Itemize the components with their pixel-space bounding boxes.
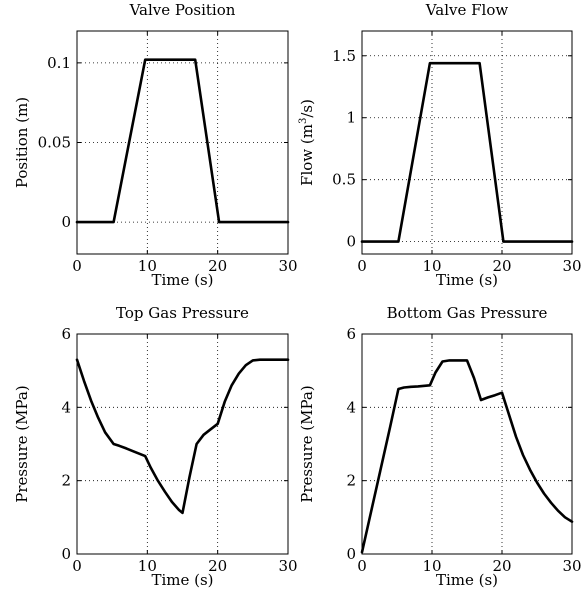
valve-position-x-tick-label: 10 (138, 257, 157, 275)
top-gas-pressure-x-tick-label: 30 (278, 557, 297, 575)
valve-position-y-tick-label: 0.1 (47, 54, 71, 72)
valve-flow-series-line (360, 61, 574, 243)
bottom-gas-pressure-x-tick-label: 0 (357, 557, 367, 575)
bottom-gas-pressure-y-tick-label: 0 (346, 545, 356, 563)
valve-flow-y-tick-label: 0 (346, 233, 356, 251)
bottom-gas-pressure-x-tick-label: 10 (422, 557, 441, 575)
bottom-gas-pressure-y-tick-label: 2 (346, 472, 356, 490)
valve-position-x-axis-label: Time (s) (151, 271, 213, 289)
valve-flow-x-tick-label: 10 (422, 257, 441, 275)
valve-flow-x-tick-label: 30 (562, 257, 581, 275)
bottom-gas-pressure-x-tick-label: 20 (492, 557, 511, 575)
valve-position-y-axis-label: Position (m) (13, 97, 31, 188)
valve-position-chart: 0 10 20 30 0 0.05 0.1 Valve Position Time (s) Pos… (13, 1, 298, 289)
valve-flow-x-tick-label: 20 (492, 257, 511, 275)
top-gas-pressure-y-tick-label: 0 (61, 545, 71, 563)
bottom-gas-pressure-title: Bottom Gas Pressure (387, 304, 548, 322)
valve-flow-y-axis-label: Flow (m3/s) (298, 99, 316, 186)
bottom-gas-pressure-axes-box (361, 333, 573, 555)
top-gas-pressure-title: Top Gas Pressure (116, 304, 249, 322)
bottom-gas-pressure-y-axis-label-main: Pressure (MPa) (298, 385, 316, 502)
valve-flow-title: Valve Flow (425, 1, 509, 19)
valve-position-axes-box (76, 30, 289, 255)
bottom-gas-pressure-x-tick-label: 30 (562, 557, 581, 575)
top-gas-pressure-y-tick-label: 4 (61, 398, 71, 416)
top-gas-pressure-x-tick-label: 0 (72, 557, 82, 575)
top-gas-pressure-x-tick-label: 20 (208, 557, 227, 575)
valve-position-x-tick-label: 30 (278, 257, 297, 275)
top-gas-pressure-y-axis-label: Pressure (MPa) (13, 385, 31, 502)
valve-position-y-tick-label: 0 (61, 213, 71, 231)
valve-position-series-line (75, 58, 290, 224)
valve-flow-y-axis-label-suffix: /s) (298, 99, 316, 118)
valve-flow-y-axis-label-main: Flow (m (298, 124, 316, 186)
bottom-gas-pressure-y-tick-label: 6 (346, 325, 356, 343)
top-gas-pressure-y-tick-label: 2 (61, 472, 71, 490)
top-gas-pressure-y-tick-label: 6 (61, 325, 71, 343)
top-gas-pressure-axes-box (76, 333, 289, 555)
bottom-gas-pressure-chart: 0 10 20 30 0 2 4 6 Bottom Gas Pressure Time (s) Pr… (298, 304, 582, 589)
bottom-gas-pressure-y-axis-label: Pressure (MPa) (298, 385, 316, 502)
bottom-gas-pressure-x-axis-label: Time (s) (436, 571, 498, 589)
valve-flow-chart: 0 10 20 30 0 0.5 1 1.5 Valve Flow Time (s) Flow (m… (298, 1, 582, 289)
top-gas-pressure-y-axis-label-main: Pressure (MPa) (13, 385, 31, 502)
bottom-gas-pressure-y-tick-label: 4 (346, 398, 356, 416)
valve-flow-y-axis-label-superscript: 3 (298, 118, 309, 124)
top-gas-pressure-chart: 0 10 20 30 0 2 4 6 Top Gas Pressure Time (s) Press… (13, 304, 298, 589)
valve-flow-y-tick-label: 1 (346, 109, 356, 127)
valve-position-x-tick-label: 20 (208, 257, 227, 275)
valve-position-title: Valve Position (129, 1, 236, 19)
valve-position-y-tick-label: 0.05 (38, 134, 71, 152)
valve-position-x-tick-label: 0 (72, 257, 82, 275)
valve-flow-y-tick-label: 0.5 (332, 171, 356, 189)
bottom-gas-pressure-series-line (360, 359, 574, 554)
top-gas-pressure-x-axis-label: Time (s) (151, 571, 213, 589)
top-gas-pressure-series-line (75, 358, 290, 515)
valve-flow-x-axis-label: Time (s) (436, 271, 498, 289)
top-gas-pressure-x-tick-label: 10 (138, 557, 157, 575)
valve-flow-axes-box (361, 30, 573, 255)
valve-flow-x-tick-label: 0 (357, 257, 367, 275)
valve-flow-y-tick-label: 1.5 (332, 47, 356, 65)
valve-position-y-axis-label-main: Position (m) (13, 97, 31, 188)
